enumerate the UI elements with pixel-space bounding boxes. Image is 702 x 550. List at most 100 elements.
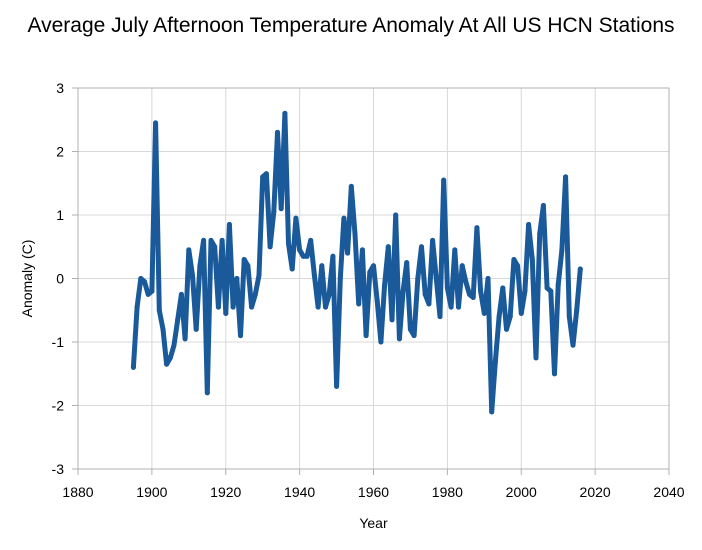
x-axis-title: Year	[359, 515, 388, 531]
data-point	[507, 314, 513, 320]
data-point	[193, 326, 199, 332]
data-point	[311, 272, 317, 278]
data-point	[223, 310, 229, 316]
y-axis-title: Anomaly (C)	[19, 240, 35, 318]
x-tick-label: 1980	[432, 484, 463, 500]
data-point	[359, 247, 365, 253]
data-point	[297, 247, 303, 253]
data-point	[167, 355, 173, 361]
data-point	[452, 247, 458, 253]
data-point	[293, 215, 299, 221]
data-point	[241, 257, 247, 262]
data-point	[204, 390, 210, 396]
x-tick-label: 2020	[580, 484, 611, 500]
chart-title: Average July Afternoon Temperature Anoma…	[27, 14, 675, 37]
data-point	[263, 171, 269, 177]
axes	[72, 87, 670, 475]
data-point	[267, 244, 273, 250]
data-point	[319, 263, 325, 269]
data-point	[356, 301, 362, 307]
data-point	[300, 253, 306, 259]
data-point	[371, 263, 376, 269]
data-point	[489, 409, 495, 415]
data-point	[481, 310, 487, 316]
data-point	[315, 304, 321, 310]
data-point	[485, 276, 491, 281]
data-point	[378, 339, 384, 345]
data-point	[470, 295, 476, 300]
data-point	[156, 307, 162, 313]
data-point	[463, 279, 469, 285]
data-point	[426, 301, 432, 307]
data-point	[400, 288, 406, 294]
data-point	[422, 291, 428, 297]
data-point	[448, 304, 454, 310]
data-point	[252, 291, 258, 297]
data-point	[396, 336, 402, 342]
data-point	[559, 247, 565, 253]
data-point	[334, 383, 340, 389]
data-point	[393, 212, 399, 218]
data-point	[522, 288, 528, 294]
x-tick-label: 1880	[62, 484, 93, 500]
data-point	[197, 263, 203, 269]
x-tick-label: 1960	[358, 484, 389, 500]
data-point	[208, 237, 214, 243]
data-point	[289, 266, 295, 272]
y-tick-label: 2	[56, 144, 64, 160]
data-point	[130, 364, 136, 370]
data-point	[352, 231, 358, 237]
data-point	[234, 276, 240, 281]
y-tick-label: 1	[56, 207, 64, 223]
data-point	[348, 183, 354, 189]
data-point	[529, 257, 535, 262]
data-point	[175, 317, 181, 323]
data-point	[467, 291, 472, 297]
data-point	[500, 285, 506, 291]
data-point	[492, 358, 498, 364]
data-point	[540, 203, 546, 208]
data-point	[304, 253, 310, 259]
data-point	[537, 231, 543, 237]
x-tick-label: 1920	[210, 484, 241, 500]
data-point	[145, 291, 151, 297]
data-point	[363, 333, 369, 339]
data-series	[130, 110, 583, 415]
data-point	[474, 225, 480, 231]
data-point	[407, 326, 413, 332]
data-point	[411, 333, 417, 339]
y-tick-label: 3	[56, 80, 64, 96]
data-point	[330, 253, 336, 259]
data-point	[570, 342, 576, 348]
data-point	[341, 215, 347, 221]
data-point	[275, 129, 280, 135]
y-tick-label: 0	[56, 271, 64, 287]
data-point	[345, 250, 351, 256]
data-point	[456, 304, 461, 310]
x-tick-label: 1940	[284, 484, 315, 500]
series-line	[130, 110, 583, 415]
data-point	[515, 263, 521, 269]
data-point	[323, 304, 328, 310]
data-point	[433, 276, 439, 281]
data-point	[186, 247, 192, 253]
data-point	[249, 304, 255, 310]
data-point	[555, 282, 561, 288]
data-point	[201, 237, 207, 243]
data-point	[278, 206, 284, 212]
data-point	[496, 314, 502, 320]
data-point	[160, 326, 166, 332]
y-tick-label: -2	[52, 398, 65, 414]
data-point	[526, 222, 532, 227]
data-point	[337, 276, 343, 281]
data-point	[566, 314, 572, 320]
data-point	[238, 333, 243, 339]
data-point	[544, 285, 550, 291]
y-tick-label: -3	[52, 461, 65, 477]
data-point	[149, 288, 155, 294]
x-tick-label: 2040	[653, 484, 684, 500]
data-point	[563, 174, 569, 180]
data-point	[164, 361, 170, 367]
data-point	[437, 314, 443, 320]
